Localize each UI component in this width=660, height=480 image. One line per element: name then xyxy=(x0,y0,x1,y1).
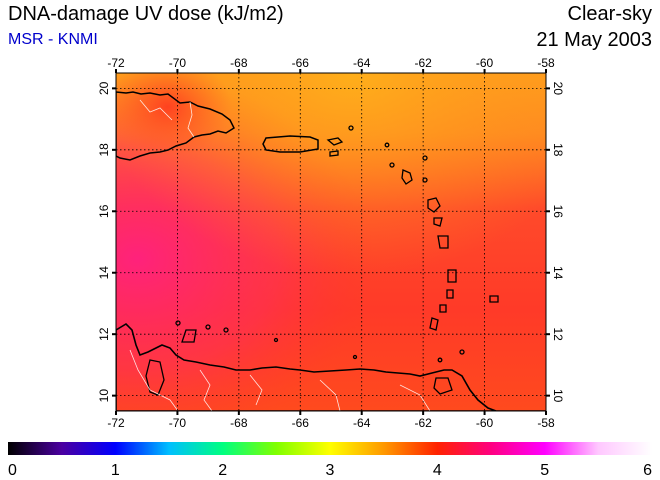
lat-label-right: 18 xyxy=(551,143,565,157)
lat-label-right: 14 xyxy=(551,266,565,280)
lon-label-bottom: -60 xyxy=(476,416,494,430)
map-title: DNA-damage UV dose (kJ/m2) xyxy=(8,3,284,25)
colorbar-tick-label: 1 xyxy=(111,462,120,479)
colorbar-tick-label: 0 xyxy=(8,462,17,479)
lon-label-bottom: -66 xyxy=(292,416,310,430)
lon-label-bottom: -70 xyxy=(169,416,187,430)
colorbar-tick-label: 6 xyxy=(643,462,652,479)
lat-label-left: 14 xyxy=(97,266,111,280)
uv-field xyxy=(116,73,546,411)
lon-label-bottom: -64 xyxy=(353,416,371,430)
lake-maracaibo xyxy=(145,359,165,396)
colorbar-tick-label: 5 xyxy=(540,462,549,479)
lon-label-bottom: -68 xyxy=(230,416,248,430)
lon-label-top: -58 xyxy=(537,56,555,70)
lat-label-left: 18 xyxy=(97,143,111,157)
tick-marks xyxy=(112,69,550,415)
colorbar-tick-label: 4 xyxy=(433,462,442,479)
lat-label-left: 16 xyxy=(97,204,111,218)
lon-label-top: -66 xyxy=(292,56,310,70)
country-borders xyxy=(129,99,431,411)
colorbar xyxy=(8,442,652,455)
south-america-coastline xyxy=(116,322,546,411)
lesser-antilles xyxy=(175,125,499,363)
colorbar-tick-label: 2 xyxy=(218,462,227,479)
lon-label-bottom: -72 xyxy=(107,416,125,430)
lat-label-right: 12 xyxy=(551,328,565,342)
hispaniola-island xyxy=(116,91,235,161)
date-label: 21 May 2003 xyxy=(536,29,652,51)
colorbar-tick-label: 3 xyxy=(326,462,335,479)
lon-label-top: -72 xyxy=(107,56,125,70)
lon-label-top: -68 xyxy=(230,56,248,70)
credit-label: MSR - KNMI xyxy=(8,31,98,48)
lon-label-top: -60 xyxy=(476,56,494,70)
lat-label-right: 20 xyxy=(551,82,565,96)
lon-label-top: -62 xyxy=(414,56,432,70)
lon-label-bottom: -58 xyxy=(537,416,555,430)
lat-label-right: 10 xyxy=(551,389,565,403)
sky-condition-label: Clear-sky xyxy=(567,3,652,25)
trinidad-island xyxy=(433,377,453,395)
lat-label-left: 12 xyxy=(97,327,111,341)
lon-label-top: -64 xyxy=(353,56,371,70)
puerto-rico-island xyxy=(262,135,319,153)
lat-label-left: 20 xyxy=(97,81,111,95)
lon-label-bottom: -62 xyxy=(414,416,432,430)
lat-label-left: 10 xyxy=(97,389,111,403)
lon-label-top: -70 xyxy=(169,56,187,70)
map-frame xyxy=(115,72,547,412)
lat-label-right: 16 xyxy=(551,205,565,219)
